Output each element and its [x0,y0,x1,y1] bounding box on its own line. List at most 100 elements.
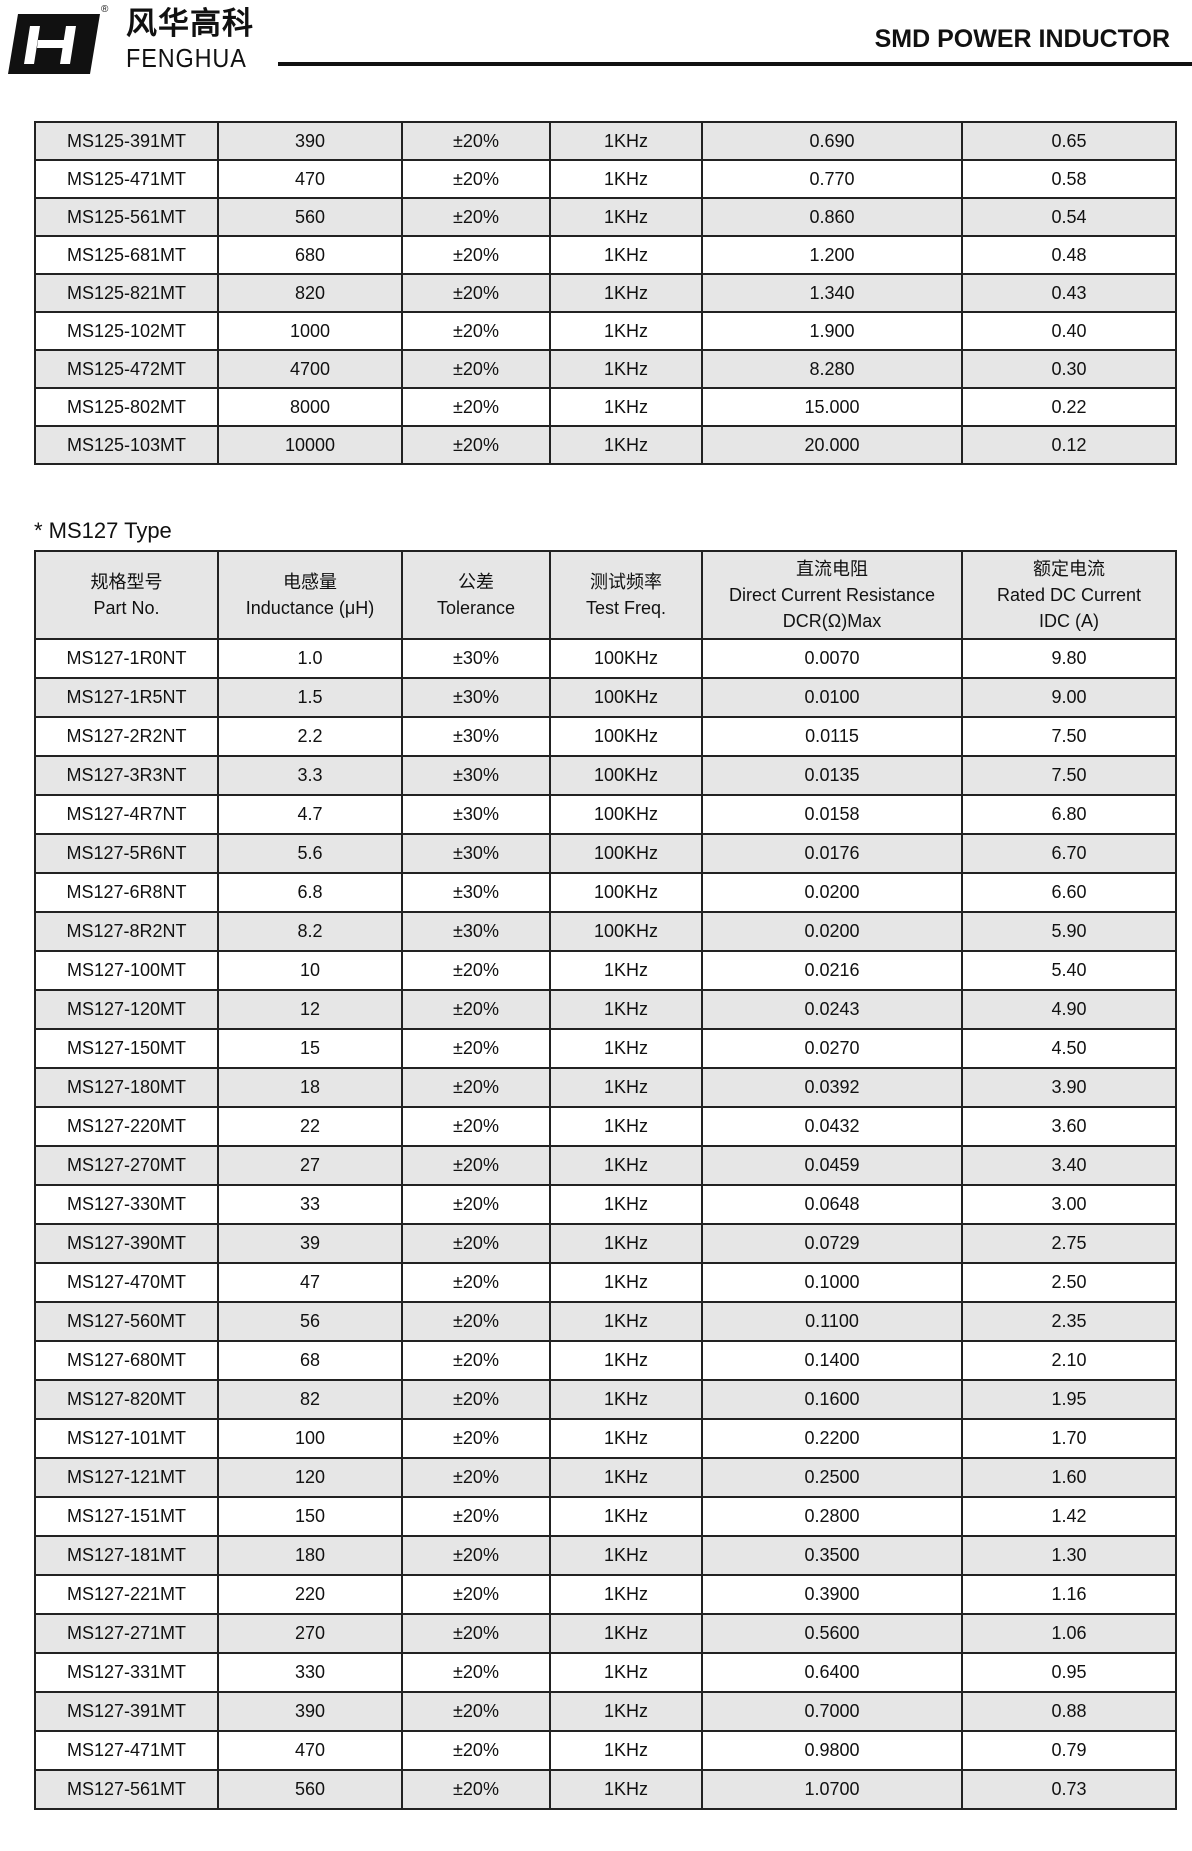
table-row: MS127-180MT 18 ±20% 1KHz 0.0392 3.90 [34,1067,1177,1108]
cell-tolerance: ±20% [401,950,551,991]
table-row: MS127-4R7NT 4.7 ±30% 100KHz 0.0158 6.80 [34,794,1177,835]
cell-rated-current: 0.43 [961,273,1177,313]
table-row: MS127-470MT 47 ±20% 1KHz 0.1000 2.50 [34,1262,1177,1303]
cell-inductance: 560 [217,1769,403,1810]
table-row: MS127-8R2NT 8.2 ±30% 100KHz 0.0200 5.90 [34,911,1177,952]
cell-rated-current: 9.00 [961,677,1177,718]
cell-dcr: 0.0648 [701,1184,963,1225]
cell-inductance: 33 [217,1184,403,1225]
table-row: MS125-561MT 560 ±20% 1KHz 0.860 0.54 [34,197,1177,237]
cell-dcr: 0.860 [701,197,963,237]
cell-rated-current: 9.80 [961,638,1177,679]
header-line: 额定电流 [1033,559,1105,579]
cell-dcr: 15.000 [701,387,963,427]
cell-inductance: 82 [217,1379,403,1420]
cell-inductance: 4.7 [217,794,403,835]
cell-dcr: 0.3900 [701,1574,963,1615]
cell-tolerance: ±20% [401,349,551,389]
cell-part-no: MS125-102MT [34,311,219,351]
registered-mark: ® [101,4,109,15]
cell-dcr: 0.1100 [701,1301,963,1342]
cell-tolerance: ±30% [401,872,551,913]
table-header-row: 规格型号 Part No. 电感量 Inductance (μH) 公差 Toleranc… [34,550,1177,640]
cell-test-freq: 1KHz [549,425,703,465]
cell-rated-current: 1.95 [961,1379,1177,1420]
cell-part-no: MS127-330MT [34,1184,219,1225]
cell-rated-current: 1.06 [961,1613,1177,1654]
cell-tolerance: ±30% [401,677,551,718]
cell-rated-current: 0.58 [961,159,1177,199]
cell-dcr: 0.0100 [701,677,963,718]
cell-part-no: MS127-390MT [34,1223,219,1264]
cell-inductance: 270 [217,1613,403,1654]
cell-part-no: MS127-101MT [34,1418,219,1459]
cell-test-freq: 1KHz [549,121,703,161]
cell-part-no: MS127-271MT [34,1613,219,1654]
cell-inductance: 8.2 [217,911,403,952]
table-row: MS127-680MT 68 ±20% 1KHz 0.1400 2.10 [34,1340,1177,1381]
cell-test-freq: 1KHz [549,1028,703,1069]
cell-tolerance: ±30% [401,755,551,796]
cell-inductance: 22 [217,1106,403,1147]
table-row: MS125-471MT 470 ±20% 1KHz 0.770 0.58 [34,159,1177,199]
cell-rated-current: 1.60 [961,1457,1177,1498]
table-row: MS127-390MT 39 ±20% 1KHz 0.0729 2.75 [34,1223,1177,1264]
table-row: MS127-3R3NT 3.3 ±30% 100KHz 0.0135 7.50 [34,755,1177,796]
cell-test-freq: 1KHz [549,273,703,313]
cell-rated-current: 2.35 [961,1301,1177,1342]
table-row: MS127-151MT 150 ±20% 1KHz 0.2800 1.42 [34,1496,1177,1537]
cell-dcr: 0.2200 [701,1418,963,1459]
cell-rated-current: 5.40 [961,950,1177,991]
table-row: MS127-2R2NT 2.2 ±30% 100KHz 0.0115 7.50 [34,716,1177,757]
table-row: MS127-820MT 82 ±20% 1KHz 0.1600 1.95 [34,1379,1177,1420]
cell-tolerance: ±20% [401,273,551,313]
cell-rated-current: 3.40 [961,1145,1177,1186]
header-dcr: 直流电阻 Direct Current Resistance DCR(Ω)Max [701,550,963,640]
cell-inductance: 6.8 [217,872,403,913]
cell-tolerance: ±20% [401,1301,551,1342]
cell-inductance: 3.3 [217,755,403,796]
cell-inductance: 220 [217,1574,403,1615]
cell-test-freq: 1KHz [549,1652,703,1693]
cell-test-freq: 1KHz [549,1574,703,1615]
cell-tolerance: ±20% [401,1535,551,1576]
brand-name-chinese: 风华高科 [126,6,254,42]
header-test-freq: 测试频率 Test Freq. [549,550,703,640]
cell-inductance: 680 [217,235,403,275]
cell-rated-current: 3.60 [961,1106,1177,1147]
table-row: MS127-6R8NT 6.8 ±30% 100KHz 0.0200 6.60 [34,872,1177,913]
cell-rated-current: 6.70 [961,833,1177,874]
cell-part-no: MS127-100MT [34,950,219,991]
cell-part-no: MS127-3R3NT [34,755,219,796]
header-line: DCR(Ω)Max [782,611,882,631]
cell-part-no: MS127-151MT [34,1496,219,1537]
cell-part-no: MS127-180MT [34,1067,219,1108]
table-row: MS125-102MT 1000 ±20% 1KHz 1.900 0.40 [34,311,1177,351]
cell-tolerance: ±20% [401,1652,551,1693]
cell-test-freq: 1KHz [549,387,703,427]
cell-tolerance: ±20% [401,1769,551,1810]
cell-rated-current: 5.90 [961,911,1177,952]
header-line: IDC (A) [1039,611,1099,631]
cell-part-no: MS127-391MT [34,1691,219,1732]
header-line: Test Freq. [585,598,667,618]
cell-tolerance: ±20% [401,1691,551,1732]
cell-test-freq: 1KHz [549,1301,703,1342]
cell-part-no: MS125-561MT [34,197,219,237]
cell-inductance: 56 [217,1301,403,1342]
table-row: MS125-103MT 10000 ±20% 1KHz 20.000 0.12 [34,425,1177,465]
cell-tolerance: ±20% [401,159,551,199]
cell-dcr: 0.0216 [701,950,963,991]
cell-part-no: MS127-5R6NT [34,833,219,874]
cell-part-no: MS127-4R7NT [34,794,219,835]
header-line: 直流电阻 [796,559,868,579]
cell-part-no: MS127-121MT [34,1457,219,1498]
cell-tolerance: ±30% [401,716,551,757]
header-line: 规格型号 [90,572,163,592]
cell-test-freq: 1KHz [549,1496,703,1537]
cell-dcr: 0.6400 [701,1652,963,1693]
cell-test-freq: 1KHz [549,1418,703,1459]
header-line: Part No. [93,598,160,618]
cell-tolerance: ±20% [401,197,551,237]
cell-test-freq: 100KHz [549,716,703,757]
